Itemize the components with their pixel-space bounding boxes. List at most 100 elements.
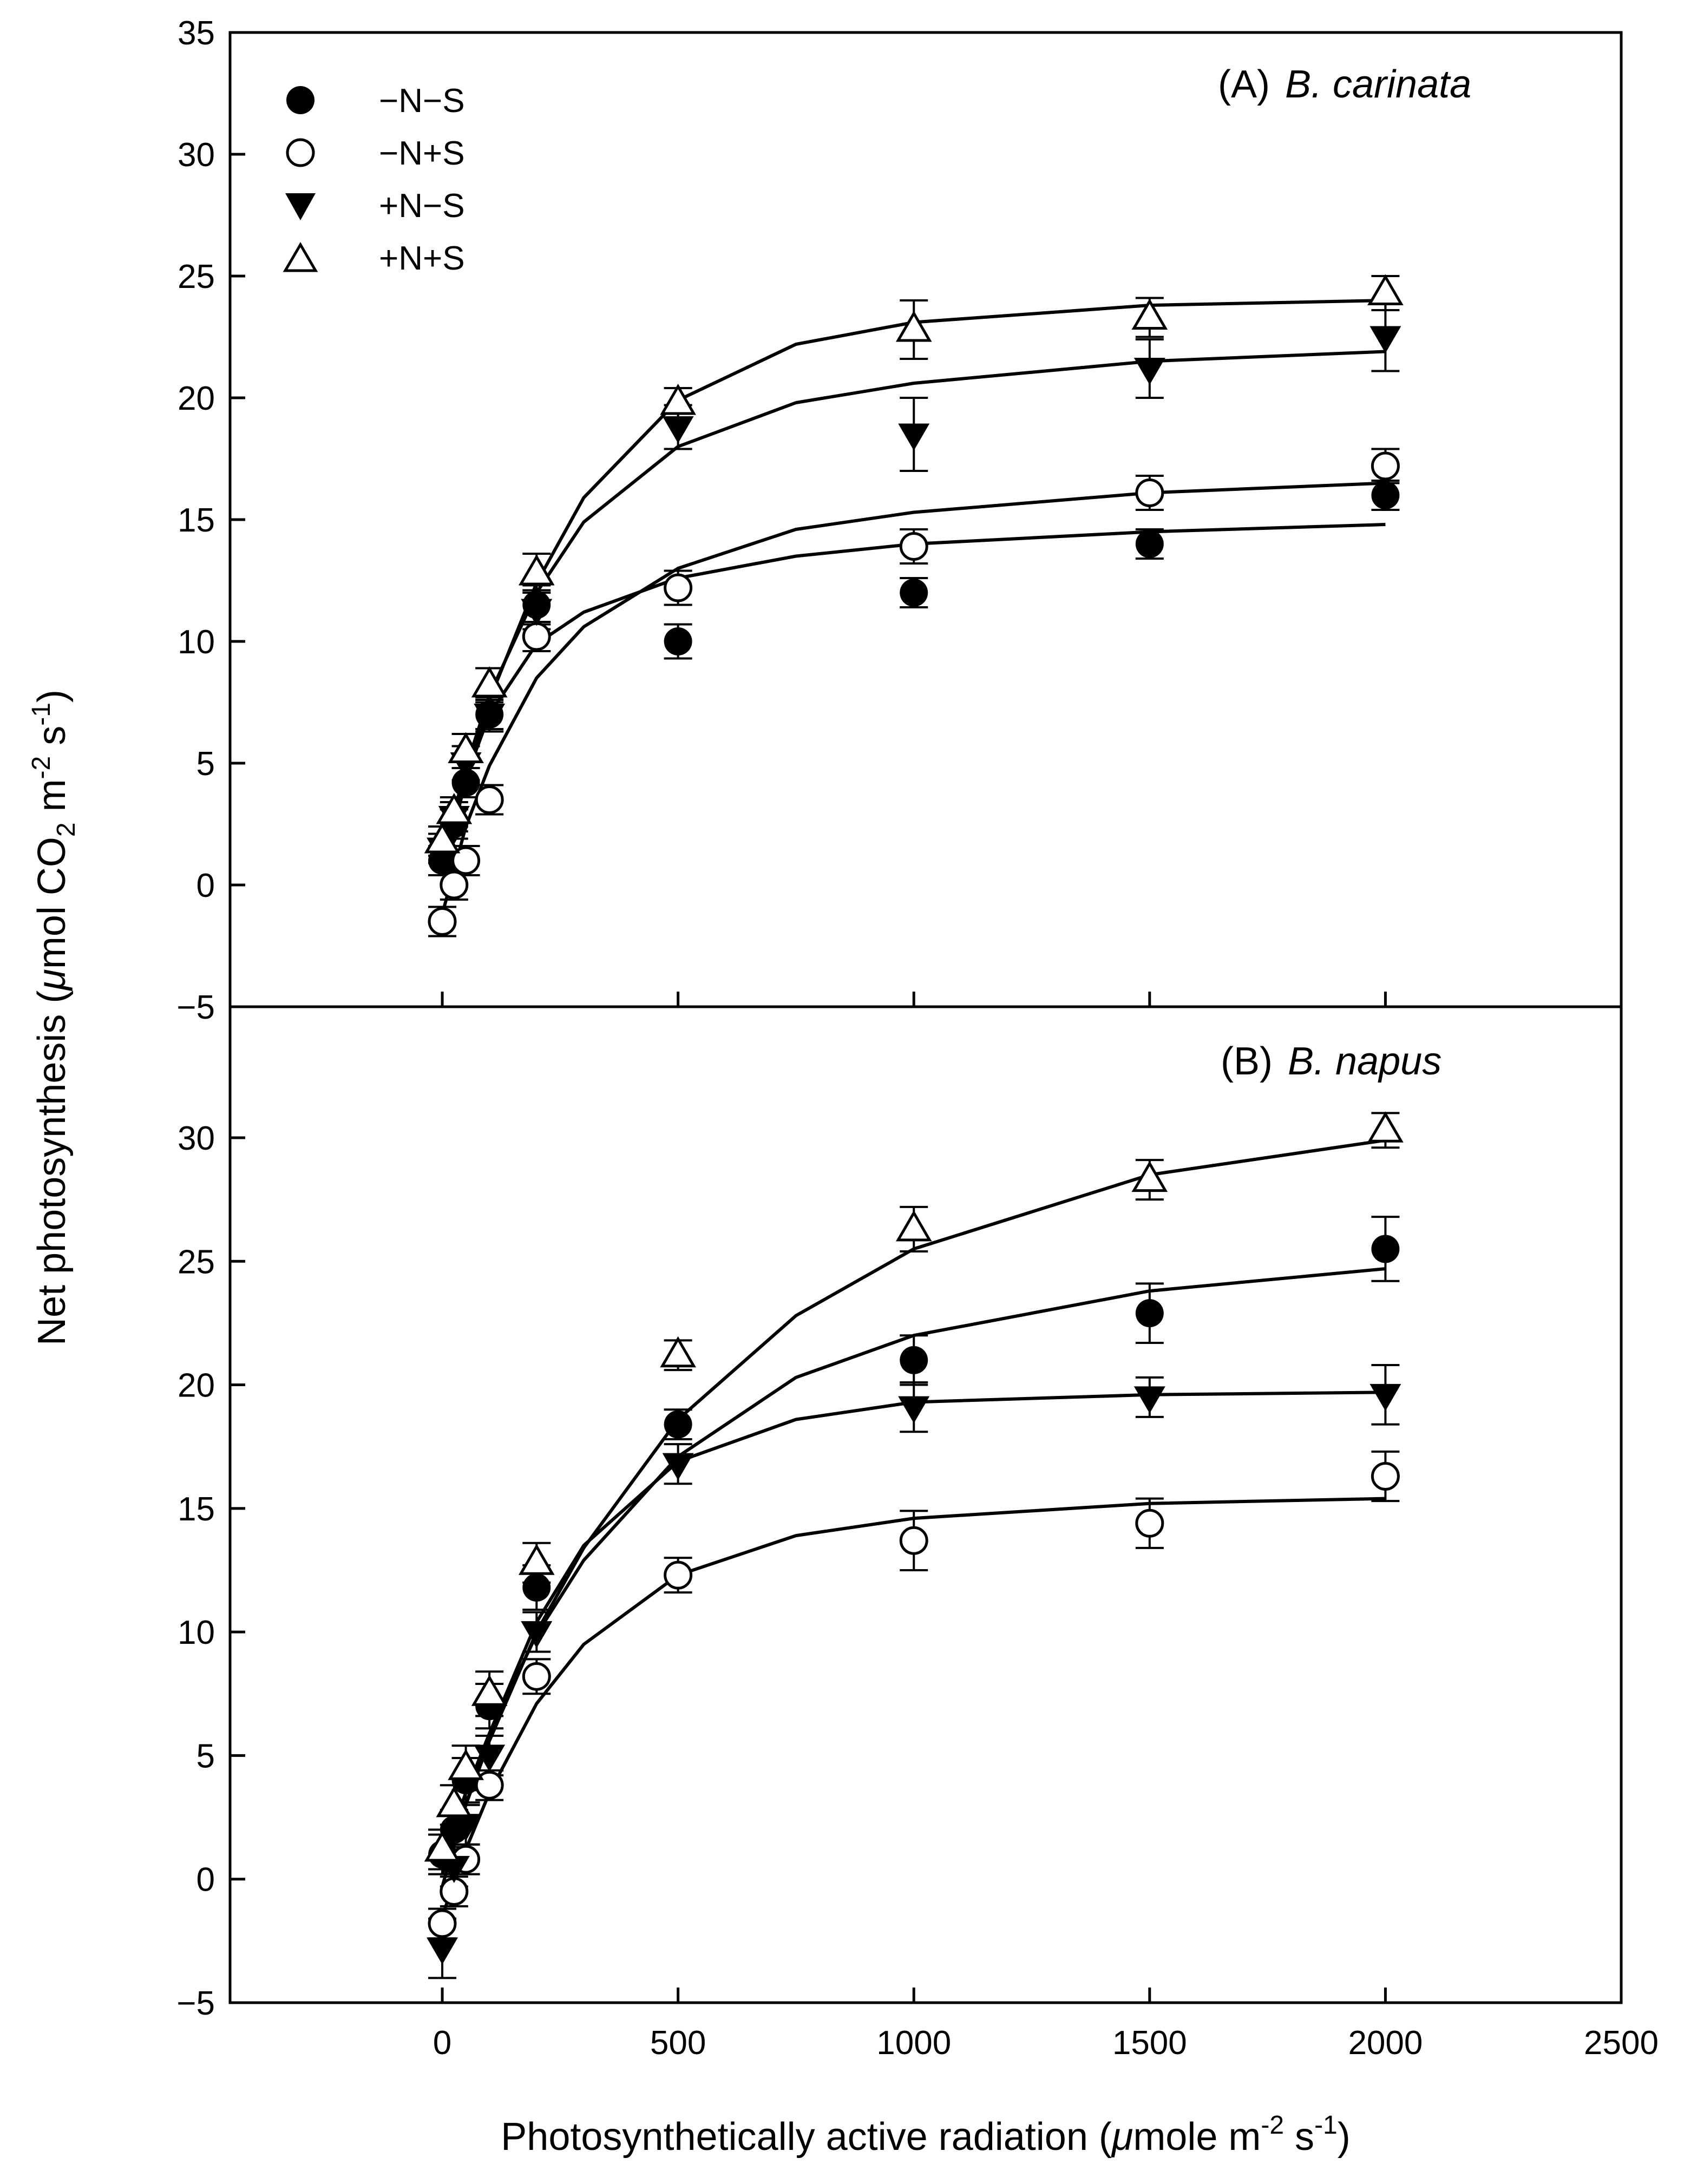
- fit-curve: [441, 299, 1386, 874]
- y-tick-label: 0: [196, 1861, 215, 1899]
- marker-open-triangle-up: [660, 1336, 696, 1368]
- marker-filled-circle: [664, 1410, 692, 1439]
- y-tick-label: 0: [196, 867, 215, 904]
- panel-b-x-ticks: 0 500 1000 1500 2000 2500: [433, 1988, 1659, 2062]
- legend-label: −N+S: [379, 135, 465, 172]
- y-tick-label: 30: [178, 136, 215, 174]
- marker-open-triangle-up: [471, 1675, 508, 1706]
- legend-marker-filled-triangle-down: [285, 193, 316, 220]
- marker-open-triangle-up: [471, 666, 508, 698]
- marker-open-triangle-up: [518, 1544, 555, 1575]
- x-tick-label: 2000: [1348, 2024, 1423, 2062]
- marker-open-circle: [1135, 478, 1164, 507]
- panel-a-label: (A) B. carinata: [1218, 63, 1471, 106]
- marker-open-triangle-up: [436, 1786, 473, 1818]
- x-tick-label: 0: [433, 2024, 451, 2062]
- marker-open-triangle-up: [1131, 298, 1168, 330]
- marker-open-circle: [1371, 1461, 1400, 1491]
- marker-filled-triangle-down: [1133, 358, 1165, 385]
- marker-open-triangle-up: [895, 311, 932, 342]
- marker-open-circle: [1371, 451, 1400, 481]
- marker-open-circle: [522, 1662, 551, 1691]
- y-tick-label: 25: [178, 258, 215, 296]
- marker-open-triangle-up: [448, 1749, 484, 1780]
- legend-entry-n-plus-s-minus: +N−S: [285, 187, 465, 225]
- marker-open-circle: [664, 573, 693, 602]
- y-tick-label: 35: [178, 15, 215, 52]
- legend-marker-filled-circle: [286, 86, 314, 114]
- marker-filled-circle: [451, 769, 480, 797]
- marker-filled-triangle-down: [898, 1396, 930, 1424]
- marker-filled-triangle-down: [898, 423, 930, 451]
- marker-open-circle: [428, 1909, 457, 1938]
- legend-label: +N−S: [379, 187, 465, 225]
- panel-a-plot: [424, 274, 1404, 937]
- x-tick-label: 2500: [1584, 2024, 1659, 2062]
- marker-filled-triangle-down: [438, 1855, 470, 1883]
- y-tick-label: 5: [196, 1737, 215, 1775]
- panel-b-frame: [228, 1005, 1623, 2004]
- marker-open-circle: [1135, 1509, 1164, 1538]
- marker-open-circle: [664, 1560, 693, 1590]
- panel-b-plot: [424, 1111, 1404, 1979]
- marker-open-circle: [475, 785, 504, 814]
- y-tick-label: 30: [178, 1120, 215, 1157]
- marker-open-triangle-up: [436, 793, 473, 824]
- marker-open-triangle-up: [660, 384, 696, 415]
- marker-filled-circle: [522, 1573, 551, 1602]
- marker-filled-triangle-down: [521, 599, 553, 626]
- marker-filled-triangle-down: [474, 1744, 506, 1772]
- panel-a-x-ticks: [441, 992, 1623, 1007]
- y-tick-label: 5: [196, 745, 215, 783]
- marker-filled-triangle-down: [474, 704, 506, 731]
- y-tick-label: 25: [178, 1243, 215, 1281]
- marker-open-circle: [899, 532, 928, 561]
- y-axis-title: Net photosynthesis (μmol CO2 m-2 s-1): [27, 690, 81, 1346]
- marker-open-triangle-up: [424, 822, 461, 854]
- marker-filled-triangle-down: [450, 1814, 482, 1841]
- fit-curve: [441, 1267, 1386, 1860]
- marker-filled-triangle-down: [1370, 1383, 1401, 1411]
- y-tick-label: 20: [178, 1367, 215, 1405]
- fit-curve: [441, 1497, 1386, 1917]
- marker-filled-triangle-down: [1370, 326, 1401, 353]
- marker-open-circle: [440, 870, 469, 900]
- marker-filled-triangle-down: [521, 1621, 553, 1649]
- marker-open-triangle-up: [448, 732, 484, 763]
- marker-open-circle: [428, 907, 457, 936]
- marker-open-circle: [451, 846, 481, 875]
- y-tick-label: −5: [176, 989, 215, 1026]
- legend-entry-n-minus-s-plus: −N+S: [286, 135, 465, 172]
- marker-open-triangle-up: [424, 1830, 461, 1862]
- marker-filled-triangle-down: [662, 1453, 694, 1480]
- legend-entry-n-minus-s-minus: −N−S: [286, 82, 465, 120]
- legend-entry-n-plus-s-plus: +N+S: [283, 240, 465, 277]
- marker-filled-circle: [1135, 1299, 1164, 1328]
- marker-open-triangle-up: [518, 554, 555, 586]
- legend-label: −N−S: [379, 82, 465, 120]
- marker-filled-circle: [900, 1346, 928, 1374]
- y-tick-label: −5: [176, 1985, 215, 2022]
- marker-filled-circle: [900, 579, 928, 607]
- marker-open-triangle-up: [1367, 274, 1404, 305]
- marker-open-triangle-up: [1367, 1111, 1404, 1143]
- panel-a-y-ticks: −5 0 5 10 15 20 25 30 35: [176, 15, 245, 1026]
- y-tick-label: 15: [178, 502, 215, 539]
- x-tick-label: 1000: [876, 2024, 951, 2062]
- x-tick-label: 1500: [1112, 2024, 1187, 2062]
- marker-open-triangle-up: [1131, 1160, 1168, 1192]
- legend-label: +N+S: [379, 240, 465, 277]
- marker-open-triangle-up: [895, 1210, 932, 1242]
- x-axis-title: Photosynthetically active radiation (μmo…: [501, 2111, 1350, 2159]
- y-tick-label: 10: [178, 1614, 215, 1651]
- legend-marker-open-circle: [286, 138, 315, 167]
- y-tick-label: 20: [178, 380, 215, 417]
- legend-marker-open-triangle-up: [283, 242, 318, 272]
- panel-b-label: (B) B. napus: [1221, 1040, 1441, 1083]
- x-tick-label: 500: [650, 2024, 706, 2062]
- marker-filled-circle: [1371, 481, 1400, 509]
- panel-b-y-ticks: −5 0 5 10 15 20 25 30: [176, 1120, 245, 2022]
- fit-curve: [441, 1391, 1386, 1887]
- marker-filled-circle: [1135, 530, 1164, 558]
